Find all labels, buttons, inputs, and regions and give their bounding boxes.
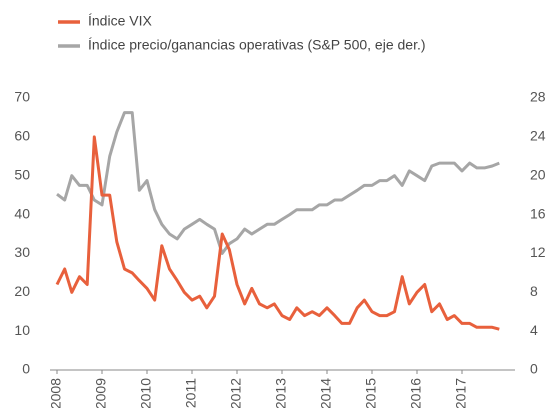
y2-tick-label: 12 <box>530 244 546 260</box>
x-tick-label: 2011 <box>183 378 199 408</box>
series-line <box>55 135 500 331</box>
y-tick-label: 0 <box>22 361 30 377</box>
x-tick-label: 2012 <box>228 378 244 408</box>
x-tick-label: 2010 <box>138 378 154 408</box>
y2-tick-label: 24 <box>530 128 546 144</box>
y2-tick-label: 8 <box>530 283 538 299</box>
y2-tick-label: 16 <box>530 205 546 221</box>
y-tick-label: 10 <box>14 322 30 338</box>
x-tick-label: 2009 <box>93 378 109 408</box>
y2-tick-label: 20 <box>530 166 546 182</box>
y2-tick-label: 4 <box>530 322 538 338</box>
y2-tick-label: 28 <box>530 89 546 105</box>
x-tick-label: 2013 <box>273 378 289 408</box>
y-tick-label: 30 <box>14 244 30 260</box>
x-tick-label: 2016 <box>408 378 424 408</box>
x-tick-label: 2008 <box>48 378 64 408</box>
legend-label: Índice precio/ganancias operativas (S&P … <box>88 37 426 53</box>
x-tick-label: 2015 <box>363 378 379 408</box>
y-tick-label: 40 <box>14 205 30 221</box>
y-tick-label: 20 <box>14 283 30 299</box>
y2-tick-label: 0 <box>530 361 538 377</box>
series-line <box>56 111 500 255</box>
x-tick-label: 2014 <box>318 378 334 408</box>
y-tick-label: 60 <box>14 128 30 144</box>
legend-label: Índice VIX <box>88 13 152 29</box>
x-tick-label: 2017 <box>453 378 469 408</box>
y-tick-label: 50 <box>14 166 30 182</box>
y-tick-label: 70 <box>14 89 30 105</box>
